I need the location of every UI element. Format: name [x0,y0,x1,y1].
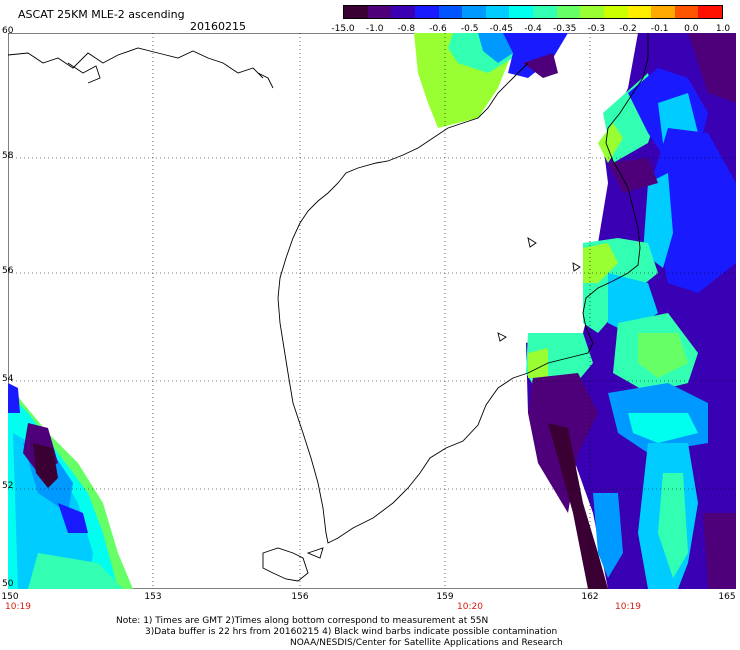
lon-label-153: 153 [144,592,162,602]
color-scale-label-0: -15.0 [331,24,355,34]
lat-label-52: 52 [2,481,14,491]
map-title: ASCAT 25KM MLE-2 ascending [18,8,185,21]
color-scale-label-9: -0.2 [619,24,637,34]
color-swatch-5 [462,6,486,18]
map-date: 20160215 [190,20,246,33]
note-line-1: Note: 1) Times are GMT 2)Times along bot… [116,616,489,626]
color-swatch-7 [509,6,533,18]
color-scale-label-6: -0.4 [524,24,542,34]
lat-label-58: 58 [2,151,14,161]
data-swath-north [414,33,568,128]
lat-label-56: 56 [2,266,14,276]
time-label-center: 10:20 [457,602,483,612]
color-swatch-13 [651,6,675,18]
lon-label-159: 159 [436,592,454,602]
lon-label-156: 156 [291,592,309,602]
color-swatch-9 [556,6,581,18]
coastline [8,33,649,582]
color-swatch-2 [391,6,415,18]
color-scale-label-4: -0.5 [460,24,479,34]
color-swatch-14 [674,6,699,18]
color-scale-label-8: -0.3 [587,24,606,34]
color-scale-label-7: -0.35 [553,24,577,34]
lat-lon-grid [8,33,736,589]
color-swatch-0 [344,6,368,18]
lat-label-54: 54 [2,374,14,384]
lat-label-50: 50 [2,579,14,589]
note-line-2: 3)Data buffer is 22 hrs from 20160215 4)… [145,627,558,637]
color-swatch-15 [698,6,722,18]
color-scale-label-2: -0.8 [397,24,416,34]
color-swatch-4 [438,6,463,18]
lat-label-60: 60 [2,26,14,36]
color-scale-label-3: -0.6 [429,24,447,34]
color-swatch-1 [367,6,392,18]
color-scale-labels: -15.0 -1.0 -0.8 -0.6 -0.5 -0.45 -0.4 -0.35 -0.3 -… [330,24,730,36]
color-swatch-11 [603,6,628,18]
map-canvas [8,33,736,589]
color-swatch-6 [485,6,510,18]
data-swath-southwest [8,383,133,589]
color-scale-label-11: 0.0 [684,24,699,34]
lon-label-150: 150 [1,592,19,602]
color-scale-label-1: -1.0 [365,24,384,34]
color-swatch-8 [533,6,557,18]
color-swatch-10 [580,6,604,18]
color-scale-bar [343,5,723,19]
note-line-3: NOAA/NESDIS/Center for Satellite Applica… [290,638,563,648]
color-scale-label-10: -0.1 [650,24,669,34]
color-swatch-3 [414,6,439,18]
lon-label-162: 162 [581,592,599,602]
time-label-west: 10:19 [5,602,31,612]
lon-label-165: 165 [718,592,736,602]
color-scale-label-5: -0.45 [489,24,513,34]
time-label-east: 10:19 [615,602,641,612]
data-swath-east [526,33,736,589]
color-scale-label-12: 1.0 [715,24,731,34]
color-swatch-12 [627,6,652,18]
